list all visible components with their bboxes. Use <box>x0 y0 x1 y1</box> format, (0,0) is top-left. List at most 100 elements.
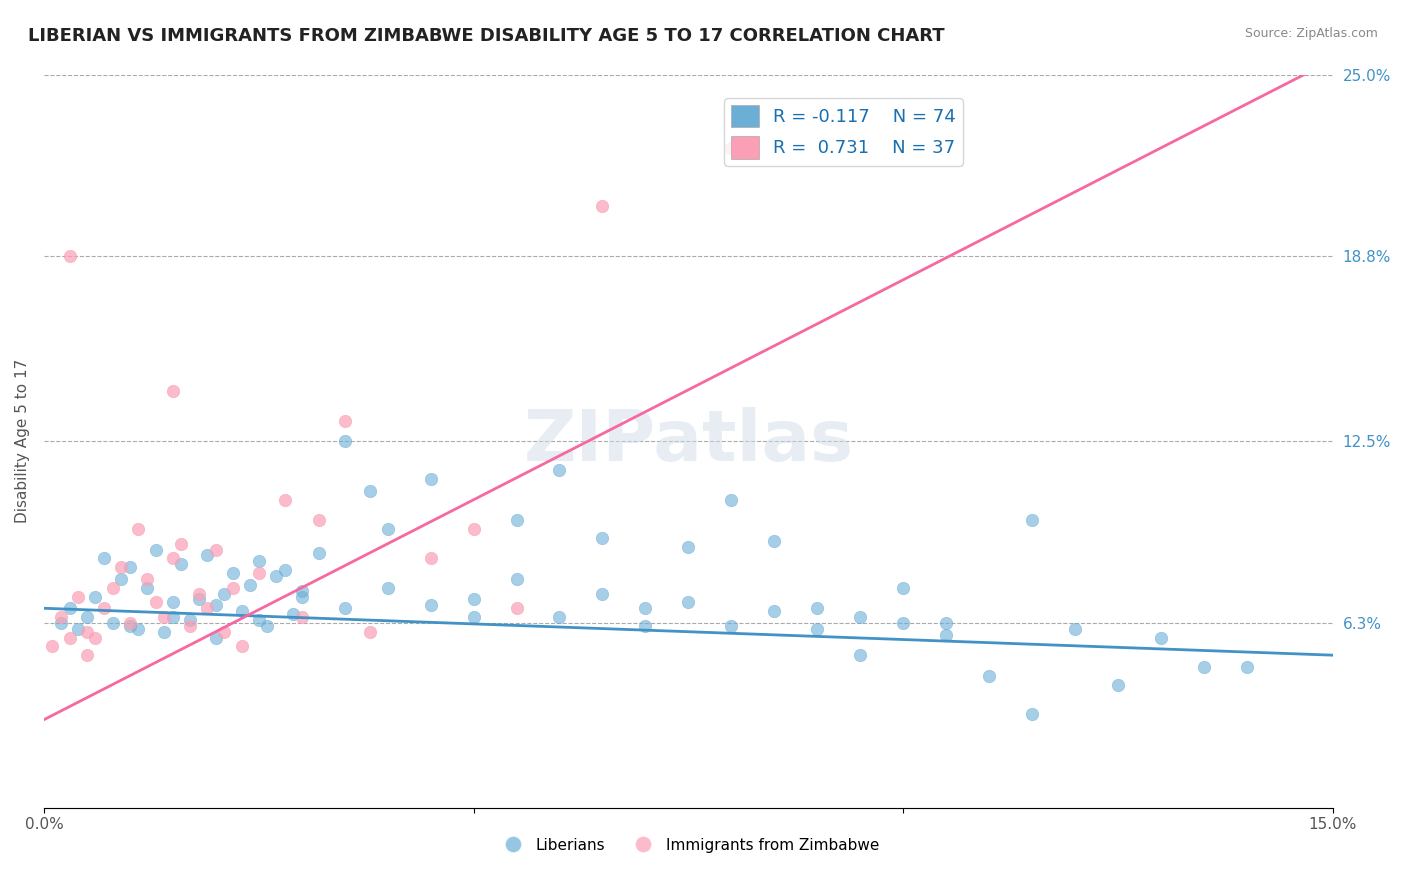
Legend: R = -0.117    N = 74, R =  0.731    N = 37: R = -0.117 N = 74, R = 0.731 N = 37 <box>724 98 963 166</box>
Point <box>891 581 914 595</box>
Point <box>136 581 159 595</box>
Point <box>204 542 226 557</box>
Point <box>110 572 132 586</box>
Point <box>273 492 295 507</box>
Point <box>935 627 957 641</box>
Point <box>162 384 184 399</box>
Point <box>162 610 184 624</box>
Point <box>214 586 236 600</box>
Point <box>419 599 441 613</box>
Point <box>359 624 381 639</box>
Point <box>187 592 209 607</box>
Point <box>49 610 72 624</box>
Point <box>1021 513 1043 527</box>
Point <box>1021 706 1043 721</box>
Point <box>247 566 270 580</box>
Point <box>118 560 141 574</box>
Point <box>231 604 253 618</box>
Point <box>204 599 226 613</box>
Point <box>463 610 485 624</box>
Point <box>591 586 613 600</box>
Point <box>591 531 613 545</box>
Point <box>101 581 124 595</box>
Point <box>170 558 193 572</box>
Point <box>76 648 98 663</box>
Point <box>333 434 356 449</box>
Point <box>170 537 193 551</box>
Point <box>463 522 485 536</box>
Point <box>634 601 657 615</box>
Point <box>239 578 262 592</box>
Point <box>59 631 82 645</box>
Point <box>118 619 141 633</box>
Point <box>187 586 209 600</box>
Point <box>333 413 356 427</box>
Point <box>1064 622 1087 636</box>
Point <box>505 513 527 527</box>
Point <box>127 522 149 536</box>
Point <box>333 601 356 615</box>
Point <box>67 622 90 636</box>
Point <box>849 610 872 624</box>
Point <box>59 601 82 615</box>
Point <box>67 590 90 604</box>
Point <box>505 572 527 586</box>
Point <box>806 622 828 636</box>
Point <box>41 640 63 654</box>
Point <box>634 619 657 633</box>
Point <box>763 604 786 618</box>
Point <box>153 624 176 639</box>
Point <box>1150 631 1173 645</box>
Point <box>256 619 278 633</box>
Point <box>153 610 176 624</box>
Point <box>214 624 236 639</box>
Point <box>222 566 245 580</box>
Point <box>291 610 314 624</box>
Point <box>548 610 571 624</box>
Point <box>247 554 270 568</box>
Point <box>76 624 98 639</box>
Point <box>935 615 957 630</box>
Point <box>118 615 141 630</box>
Point <box>247 613 270 627</box>
Point <box>281 607 304 621</box>
Point <box>463 592 485 607</box>
Point <box>76 610 98 624</box>
Point <box>720 619 742 633</box>
Point <box>204 631 226 645</box>
Point <box>291 583 314 598</box>
Point <box>264 569 287 583</box>
Point <box>93 551 115 566</box>
Point <box>1107 677 1129 691</box>
Point <box>84 590 107 604</box>
Point <box>273 563 295 577</box>
Point <box>195 549 218 563</box>
Point <box>179 613 201 627</box>
Point <box>591 199 613 213</box>
Point <box>195 601 218 615</box>
Point <box>678 595 700 609</box>
Point <box>162 551 184 566</box>
Point <box>93 601 115 615</box>
Point <box>720 492 742 507</box>
Text: ZIPatlas: ZIPatlas <box>523 407 853 475</box>
Point <box>162 595 184 609</box>
Point <box>136 572 159 586</box>
Point <box>101 615 124 630</box>
Text: LIBERIAN VS IMMIGRANTS FROM ZIMBABWE DISABILITY AGE 5 TO 17 CORRELATION CHART: LIBERIAN VS IMMIGRANTS FROM ZIMBABWE DIS… <box>28 27 945 45</box>
Point <box>222 581 245 595</box>
Point <box>49 615 72 630</box>
Point <box>1236 660 1258 674</box>
Text: Source: ZipAtlas.com: Source: ZipAtlas.com <box>1244 27 1378 40</box>
Point <box>359 483 381 498</box>
Point <box>84 631 107 645</box>
Point <box>505 601 527 615</box>
Point <box>891 615 914 630</box>
Point <box>145 595 167 609</box>
Point <box>979 669 1001 683</box>
Point <box>763 533 786 548</box>
Point <box>377 581 399 595</box>
Point <box>377 522 399 536</box>
Point <box>127 622 149 636</box>
Point <box>308 545 330 559</box>
